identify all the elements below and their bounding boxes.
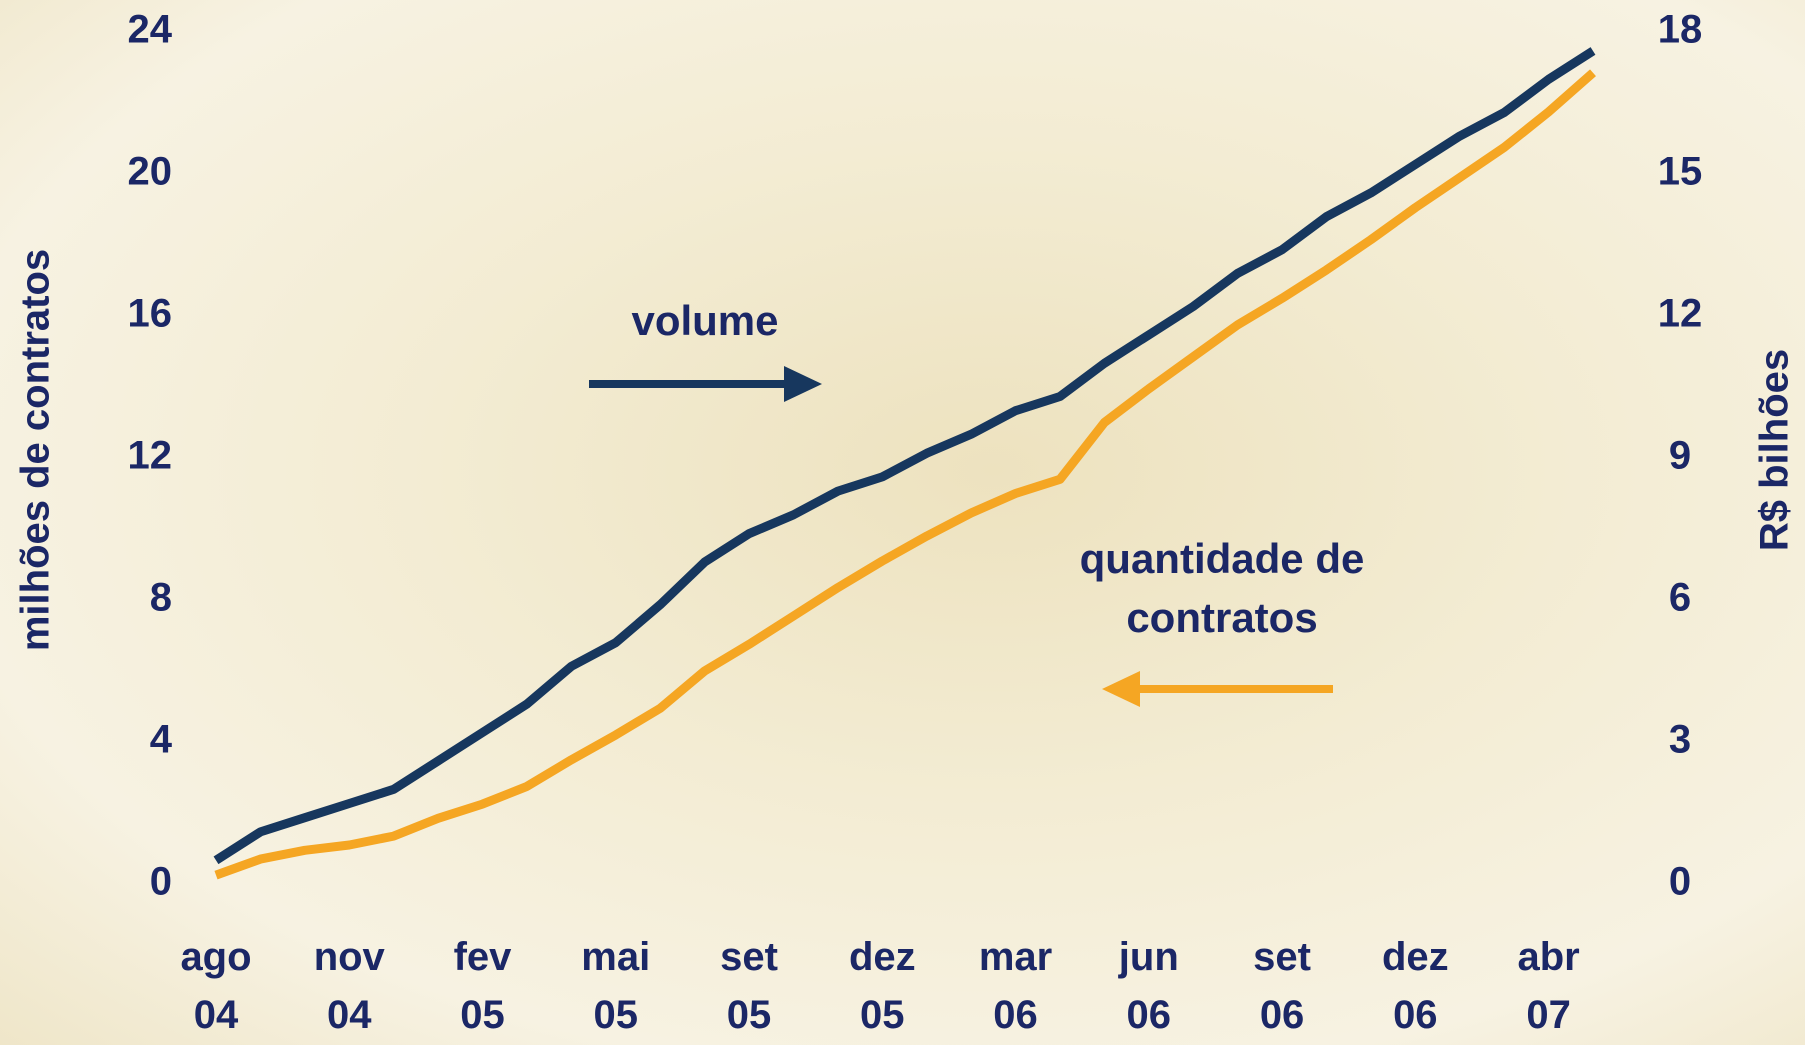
y-tick-label: 24 [128,8,173,52]
y-axis-title: milhões de contratos [14,249,58,651]
x-tick-label: jun 06 [1118,935,1179,1037]
y-tick-label: 4 [150,718,173,762]
x-tick-label: dez 06 [1381,935,1449,1037]
quantity-arrowhead [1102,671,1140,707]
series-line [214,69,1596,880]
x-tick-label: fev 05 [453,935,512,1037]
y2-tick-label: 12 [1658,292,1703,336]
x-tick-label: dez 05 [848,935,916,1037]
y-tick-label: 16 [128,292,173,336]
annotation-volume: volume [631,297,779,344]
y2-axis-title: R$ bilhões [1753,349,1797,551]
series-line [213,47,1596,865]
y2-tick-label: 9 [1669,434,1691,478]
volume-arrowhead [784,366,822,402]
y-tick-label: 12 [128,434,173,478]
y2-tick-label: 6 [1669,576,1691,620]
y-tick-label: 8 [150,576,172,620]
annotation-quantity: quantidade de contratos [1079,535,1365,641]
x-tick-label: ago 04 [180,935,252,1037]
y2-tick-label: 15 [1658,150,1703,194]
y-tick-label: 0 [150,860,172,904]
x-tick-label: mar 06 [978,935,1053,1037]
y-tick-label: 20 [128,150,173,194]
x-tick-label: abr 07 [1517,935,1580,1037]
x-tick-label: mai 05 [581,935,651,1037]
x-tick-label: set 05 [720,935,778,1037]
x-tick-label: nov 04 [313,935,385,1037]
y2-tick-label: 3 [1669,718,1691,762]
y2-tick-label: 0 [1669,860,1691,904]
x-tick-label: set 06 [1253,935,1311,1037]
y2-tick-label: 18 [1658,8,1703,52]
